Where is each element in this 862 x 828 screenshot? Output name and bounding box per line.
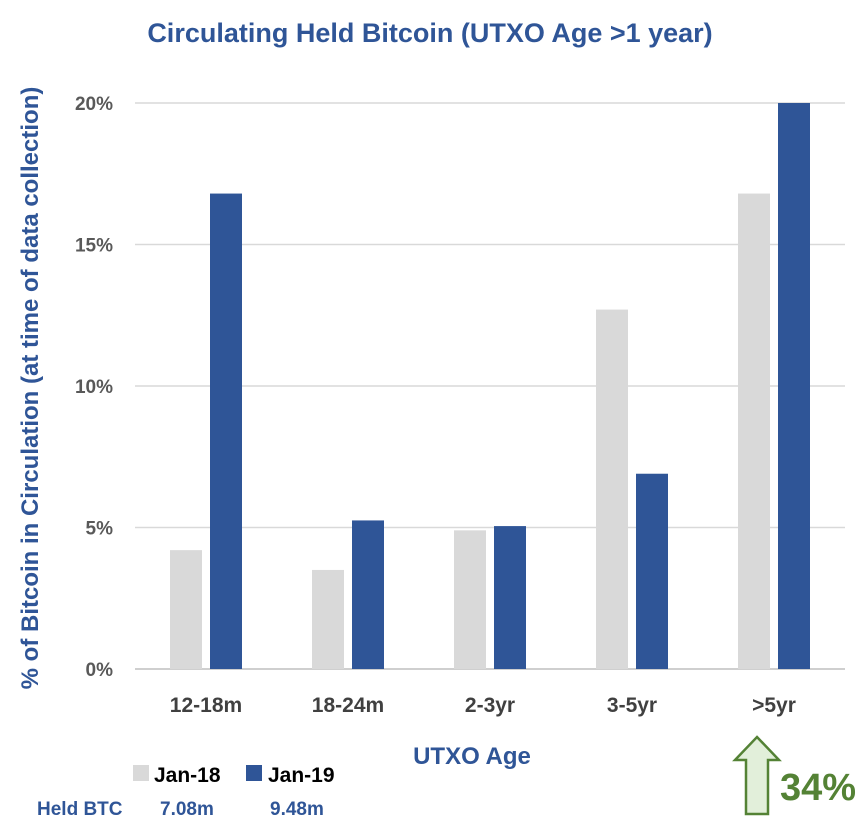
legend-swatch-jan-18: [133, 765, 149, 781]
bar-jan-18-18-24m: [312, 569, 344, 669]
y-tick-label: 0%: [86, 660, 114, 681]
y-axis-ticks: 0% 5% 10% 15% 20%: [75, 94, 113, 681]
y-tick-label: 20%: [75, 94, 113, 115]
bar-jan-19-5yr: [778, 103, 810, 669]
x-tick-label: 18-24m: [312, 694, 384, 717]
x-tick-label: 12-18m: [170, 694, 242, 717]
held-btc-label: Held BTC: [37, 799, 123, 820]
chart-title: Circulating Held Bitcoin (UTXO Age >1 ye…: [147, 18, 712, 48]
x-axis-ticks: 12-18m 18-24m 2-3yr 3-5yr >5yr: [170, 694, 796, 717]
bar-jan-18-2-3yr: [454, 530, 486, 669]
held-btc-row: Held BTC 7.08m 9.48m: [37, 799, 324, 820]
bars: [170, 103, 810, 669]
bar-jan-18-12-18m: [170, 550, 202, 669]
change-annotation: 34%: [732, 735, 856, 816]
x-tick-label: >5yr: [752, 694, 796, 717]
x-axis-title: UTXO Age: [413, 743, 531, 770]
gridlines: [135, 102, 845, 670]
legend-swatch-jan-19: [246, 765, 262, 781]
bar-jan-18-5yr: [738, 193, 770, 669]
up-arrow-icon: [732, 735, 782, 816]
y-tick-label: 15%: [75, 236, 113, 257]
y-axis-title: % of Bitcoin in Circulation (at time of …: [17, 87, 44, 690]
x-tick-label: 2-3yr: [465, 694, 515, 717]
x-tick-label: 3-5yr: [607, 694, 657, 717]
legend-label-jan-19: Jan-19: [268, 764, 335, 787]
held-btc-jan-18: 7.08m: [160, 799, 214, 820]
change-percent: 34%: [780, 767, 856, 809]
bar-jan-18-3-5yr: [596, 309, 628, 669]
bar-jan-19-3-5yr: [636, 473, 668, 669]
y-tick-label: 5%: [86, 519, 114, 540]
legend-label-jan-18: Jan-18: [154, 764, 221, 787]
bar-jan-19-18-24m: [352, 520, 384, 669]
y-tick-label: 10%: [75, 377, 113, 398]
bar-jan-19-2-3yr: [494, 526, 526, 669]
bar-jan-19-12-18m: [210, 193, 242, 669]
legend: Jan-18 Jan-19: [133, 764, 335, 787]
held-btc-jan-19: 9.48m: [270, 799, 324, 820]
